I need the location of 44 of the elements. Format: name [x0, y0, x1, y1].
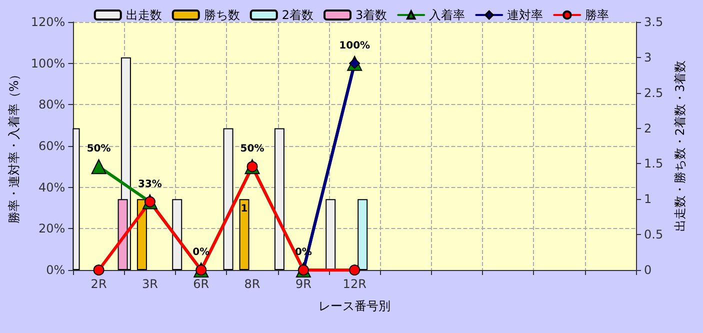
y2-tick-label: 3	[644, 50, 652, 64]
legend-label: 3着数	[356, 8, 388, 22]
x-tick-label: 12R	[342, 277, 366, 291]
y2-tick-label: 2.5	[644, 86, 664, 100]
bar	[172, 199, 182, 270]
y2-axis-title: 出走数・勝ち数・2着数・3着数	[672, 60, 687, 232]
y-tick-label: 80%	[38, 98, 66, 112]
legend-label: 勝ち数	[204, 8, 240, 22]
data-label: 1	[240, 204, 248, 215]
data-label: 50%	[86, 144, 111, 155]
bar	[326, 199, 336, 270]
legend-label: 出走数	[126, 8, 162, 22]
bar	[239, 199, 250, 270]
bar	[223, 128, 234, 270]
y2-tick-label: 0	[644, 263, 652, 277]
y-tick-label: 100%	[30, 56, 66, 70]
legend-label: 入着率	[429, 8, 466, 22]
data-label: 33%	[138, 178, 162, 190]
y2-tick-label: 3.5	[644, 15, 664, 29]
data-label: 100%	[339, 40, 370, 52]
x-tick-label: 2R	[90, 277, 107, 291]
legend-label: 連対率	[507, 8, 544, 22]
legend-label: 勝率	[585, 8, 610, 22]
y2-tick-label: 1	[644, 192, 652, 206]
x-tick-label: 8R	[244, 277, 260, 291]
y-tick-label: 40%	[38, 180, 66, 194]
legend-label: 2着数	[282, 8, 314, 22]
y2-tick-label: 2	[644, 121, 652, 136]
bar	[274, 128, 284, 270]
y-tick-label: 20%	[38, 222, 66, 236]
y2-tick-label: 0.5	[644, 228, 664, 242]
point	[349, 264, 360, 276]
point	[91, 159, 106, 174]
y-tick-label: 120%	[30, 15, 66, 29]
data-label: 50%	[240, 144, 264, 155]
x-tick-label: 6R	[193, 277, 210, 291]
x-tick-label: 3R	[142, 277, 158, 291]
y-tick-label: 0%	[46, 263, 66, 277]
y-axis-title: 勝率・連対率・入着率（%）	[7, 68, 21, 224]
x-tick-label: 9R	[295, 277, 312, 291]
point	[93, 264, 104, 276]
y2-tick-label: 1.5	[644, 156, 664, 171]
y-tick-label: 60%	[38, 139, 66, 153]
x-axis-title: レース番号別	[318, 299, 391, 313]
